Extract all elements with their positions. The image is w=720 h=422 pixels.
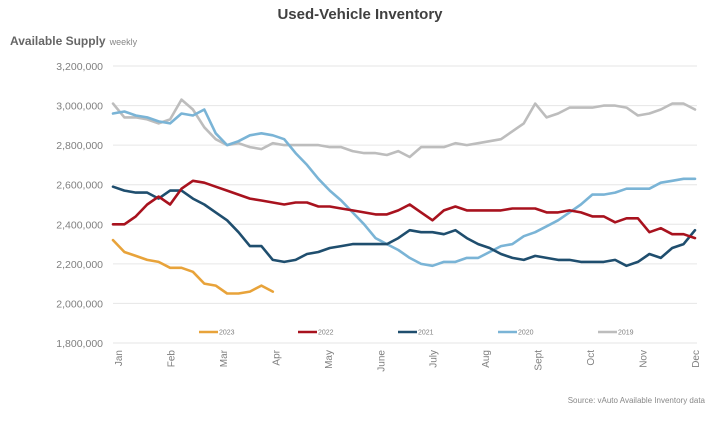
legend-item-2022: 2022 — [298, 330, 334, 337]
y-tick-label: 3,200,000 — [56, 61, 103, 73]
series-line-2019 — [111, 98, 697, 159]
x-tick-label: Feb — [166, 350, 177, 368]
x-axis-ticks: Jan Feb Mar Apr May June July Aug Sept Oct Nov Dec — [114, 349, 702, 371]
x-tick-label: Aug — [481, 350, 492, 368]
legend: 2023 2022 2021 2020 2019 — [199, 330, 634, 337]
legend-label: 2021 — [418, 330, 434, 337]
y-tick-label: 2,600,000 — [56, 180, 103, 192]
series-line-2020 — [111, 108, 697, 268]
x-tick-label: Jan — [114, 350, 125, 366]
legend-label: 2019 — [618, 330, 634, 337]
legend-label: 2023 — [219, 330, 235, 337]
y-axis-ticks: 3,200,000 3,000,000 2,800,000 2,600,000 2,40… — [56, 61, 103, 350]
x-tick-label: Apr — [271, 349, 282, 365]
legend-item-2020: 2020 — [498, 330, 534, 337]
chart-title: Used-Vehicle Inventory — [277, 6, 443, 23]
x-tick-label: Sept — [534, 350, 545, 371]
x-tick-label: Dec — [691, 350, 702, 368]
x-tick-label: May — [324, 350, 335, 369]
y-tick-label: 2,000,000 — [56, 298, 103, 310]
source-note: Source: vAuto Available Inventory data — [567, 396, 705, 405]
legend-label: 2020 — [518, 330, 534, 337]
legend-item-2019: 2019 — [598, 330, 634, 337]
y-tick-label: 2,200,000 — [56, 259, 103, 271]
y-axis-title: Available Supply weekly — [10, 34, 137, 48]
series-line-2021 — [111, 185, 697, 268]
x-tick-label: July — [429, 350, 440, 368]
y-tick-label: 1,800,000 — [56, 338, 103, 350]
y-tick-label: 3,000,000 — [56, 101, 103, 113]
series-line-2022 — [111, 179, 697, 240]
y-tick-label: 2,800,000 — [56, 140, 103, 152]
series-lines — [111, 98, 697, 295]
gridlines — [113, 65, 697, 344]
y-axis-label: Available Supply — [10, 34, 106, 48]
x-tick-label: Mar — [219, 349, 230, 367]
x-tick-label: June — [376, 350, 387, 372]
legend-label: 2022 — [318, 330, 334, 337]
legend-item-2023: 2023 — [199, 330, 235, 337]
x-tick-label: Nov — [639, 350, 650, 368]
y-axis-note: weekly — [109, 37, 138, 47]
series-line-2023 — [111, 238, 275, 295]
y-tick-label: 2,400,000 — [56, 219, 103, 231]
legend-item-2021: 2021 — [398, 330, 434, 337]
x-tick-label: Oct — [586, 350, 597, 366]
